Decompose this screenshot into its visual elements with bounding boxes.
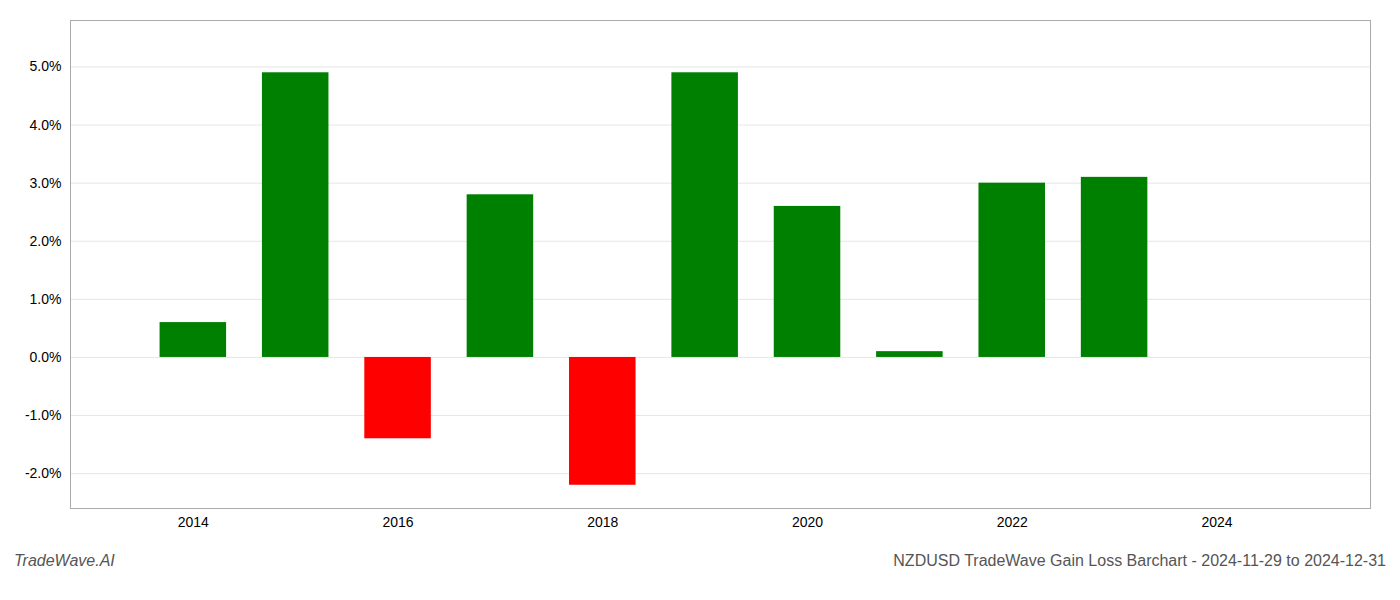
svg-text:4.0%: 4.0% (30, 117, 62, 133)
svg-text:-1.0%: -1.0% (25, 407, 62, 423)
svg-text:-2.0%: -2.0% (25, 465, 62, 481)
svg-text:2018: 2018 (587, 514, 618, 530)
svg-text:2020: 2020 (792, 514, 823, 530)
svg-text:2014: 2014 (178, 514, 209, 530)
svg-text:2016: 2016 (382, 514, 413, 530)
svg-text:2024: 2024 (1201, 514, 1232, 530)
svg-text:3.0%: 3.0% (30, 175, 62, 191)
svg-text:2.0%: 2.0% (30, 233, 62, 249)
svg-text:5.0%: 5.0% (30, 58, 62, 74)
html-text:TradeWave.AI: TradeWave.AI (14, 552, 115, 569)
svg-text:0.0%: 0.0% (30, 349, 62, 365)
svg-text:1.0%: 1.0% (30, 291, 62, 307)
html-text:NZDUSD TradeWave Gain Loss Bar: NZDUSD TradeWave Gain Loss Barchart - 20… (893, 552, 1386, 569)
svg-text:2022: 2022 (997, 514, 1028, 530)
